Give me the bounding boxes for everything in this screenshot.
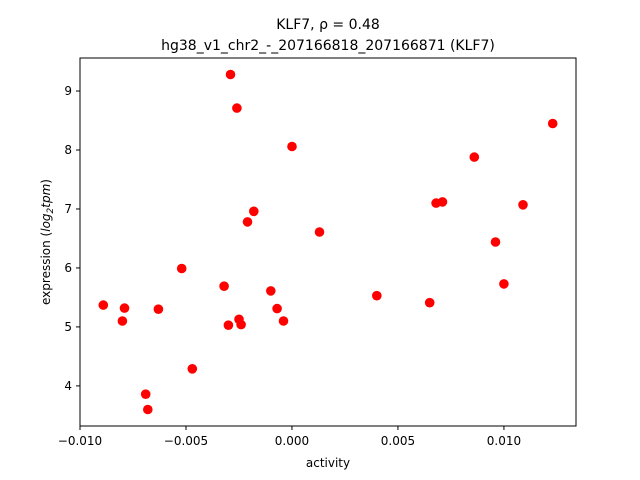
- data-point-29: [518, 200, 528, 210]
- y-tick-label-2: 5: [64, 320, 72, 334]
- data-point-16: [249, 206, 259, 217]
- data-point-17: [266, 286, 276, 296]
- data-point-8: [187, 364, 198, 374]
- data-point-11: [223, 320, 234, 331]
- y-label-sub: 2: [46, 207, 56, 213]
- y-tick-label-1: 4: [64, 379, 72, 393]
- x-tick-label-4: 0.005: [381, 434, 415, 448]
- y-label-prefix: expression (: [39, 232, 53, 305]
- data-point-14: [236, 319, 246, 330]
- data-point-21: [314, 227, 325, 237]
- data-point-2: [117, 316, 128, 326]
- data-point-6: [153, 304, 164, 315]
- y-axis-label: expression (log2tpm): [39, 179, 56, 305]
- chart-title-line1: KLF7, ρ = 0.48: [276, 17, 380, 33]
- data-point-1: [98, 300, 109, 310]
- x-axis-label: activity: [306, 456, 350, 470]
- data-point-12: [232, 103, 242, 113]
- plot-frame: [79, 57, 577, 427]
- y-label-end: ): [39, 179, 53, 184]
- data-point-4: [140, 389, 151, 400]
- data-point-5: [143, 404, 153, 415]
- data-point-3: [119, 303, 130, 313]
- x-tick-label-5: 0.010: [487, 434, 521, 448]
- x-tick-label-2: −0.005: [164, 434, 208, 448]
- data-point-27: [490, 237, 501, 247]
- y-tick-label-5: 8: [64, 143, 72, 157]
- y-label-log: log: [39, 213, 53, 232]
- y-tick-label-6: 9: [64, 84, 72, 98]
- x-axis-ticks: −0.010 −0.005 0.000 0.005 0.010: [58, 426, 521, 448]
- data-point-23: [424, 297, 435, 308]
- data-point-15: [242, 217, 253, 227]
- data-point-30: [547, 118, 558, 129]
- data-point-7: [176, 263, 187, 274]
- y-axis-ticks: 4 5 6 7 8 9: [64, 84, 80, 393]
- chart-title-line2: hg38_v1_chr2_-_207166818_207166871 (KLF7…: [161, 38, 495, 54]
- data-point-9: [219, 281, 229, 292]
- data-point-18: [272, 303, 282, 314]
- data-point-26: [469, 152, 480, 162]
- x-tick-label-3: 0.000: [275, 434, 309, 448]
- data-points: [98, 69, 558, 415]
- y-label-tpm: tpm: [39, 184, 53, 208]
- y-tick-label-4: 7: [64, 202, 72, 216]
- data-point-20: [287, 141, 297, 152]
- data-point-19: [278, 316, 289, 326]
- data-point-10: [225, 69, 236, 80]
- data-point-28: [499, 279, 509, 289]
- data-point-25: [437, 197, 448, 207]
- data-point-22: [372, 290, 382, 301]
- x-tick-label-1: −0.010: [58, 434, 102, 448]
- y-tick-label-3: 6: [64, 261, 72, 275]
